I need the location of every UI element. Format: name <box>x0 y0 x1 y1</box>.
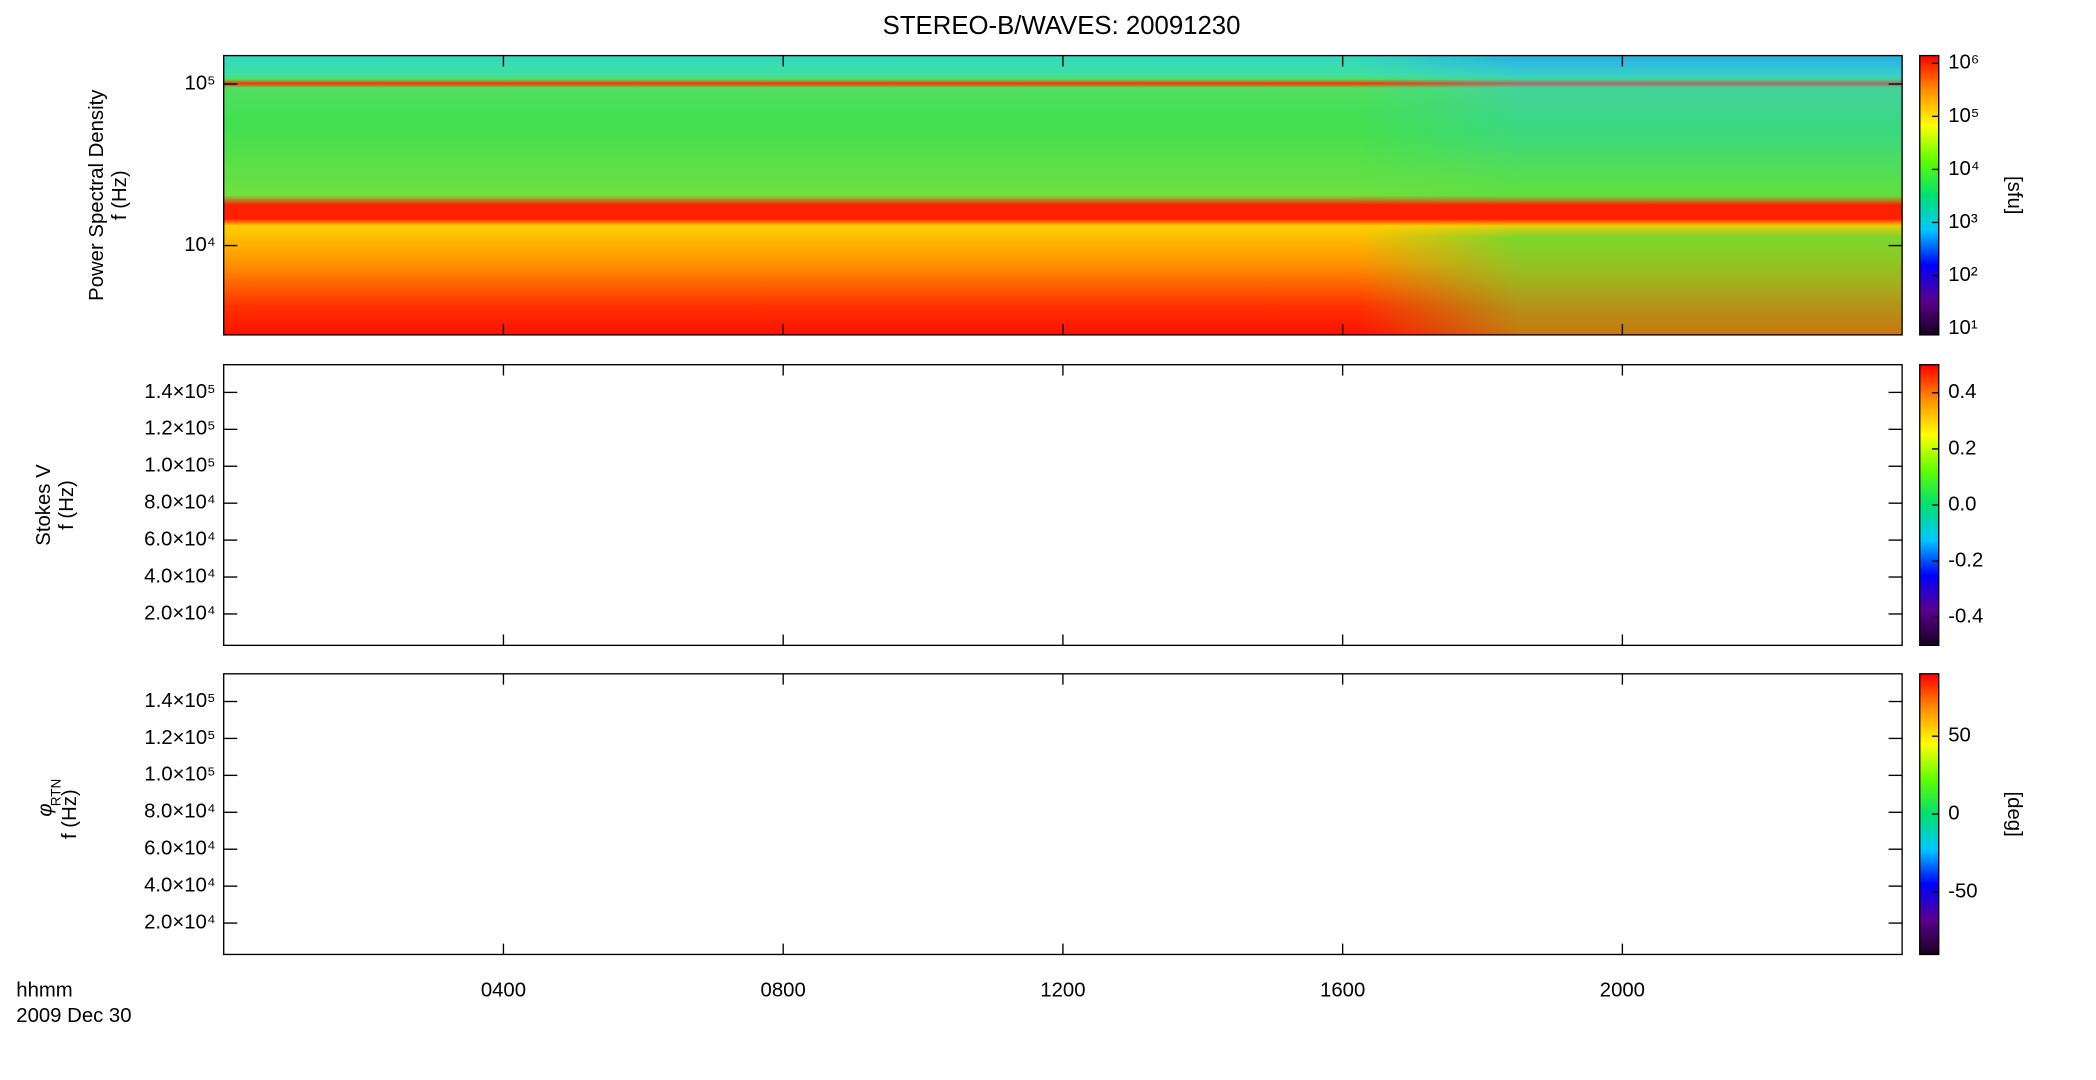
y-tick-label: 2.0×10⁴ <box>144 911 215 933</box>
colorbar-tick-label: 0 <box>1948 803 1959 825</box>
colorbar-tick-label: -50 <box>1948 880 1977 902</box>
y-tick-label: 6.0×10⁴ <box>144 528 215 550</box>
colorbar-tick-label: 0.4 <box>1948 381 1976 403</box>
colorbar-tick-label: -0.4 <box>1948 606 1983 628</box>
colorbar <box>1919 54 1940 336</box>
colorbar-tick-label: 10⁶ <box>1948 52 1979 74</box>
y-axis-label: Stokes V <box>33 464 55 546</box>
colorbar-tick-label: -0.2 <box>1948 550 1983 572</box>
spectrogram-shading <box>1355 55 1903 335</box>
y-tick-label: 2.0×10⁴ <box>144 602 215 624</box>
chart-title: STEREO-B/WAVES: 20091230 <box>883 12 1241 40</box>
y-axis-label: f (Hz) <box>109 170 131 220</box>
x-tick-label: 1200 <box>1040 979 1085 1001</box>
colorbar-tick-label: 10² <box>1948 264 1978 286</box>
colorbar-label: [deg] <box>2003 792 2025 837</box>
colorbar-tick-label: 10³ <box>1948 211 1978 233</box>
y-tick-label: 10⁵ <box>185 72 216 94</box>
y-tick-label: 4.0×10⁴ <box>144 565 215 587</box>
x-tick-label: 2000 <box>1600 979 1645 1001</box>
y-tick-label: 10⁴ <box>184 234 215 256</box>
x-tick-label: 1600 <box>1320 979 1365 1001</box>
x-axis-label: hhmm <box>16 979 72 1001</box>
y-tick-label: 1.0×10⁵ <box>144 455 215 477</box>
colorbar-tick-label: 10¹ <box>1948 317 1978 339</box>
y-tick-label: 1.4×10⁵ <box>144 381 215 403</box>
y-tick-label: 1.0×10⁵ <box>144 764 215 786</box>
y-tick-label: 4.0×10⁴ <box>144 875 215 897</box>
y-axis-symbol: φ <box>34 803 56 816</box>
y-axis-label: f (Hz) <box>56 480 78 530</box>
colorbar-tick-label: 0.0 <box>1948 493 1976 515</box>
y-tick-label: 8.0×10⁴ <box>144 492 215 514</box>
colorbar-tick-label: 10⁵ <box>1948 105 1979 127</box>
y-axis-label: Power Spectral Density <box>86 89 108 301</box>
y-axis-label: f (Hz) <box>59 789 81 839</box>
colorbar-label: [sfu] <box>2003 176 2025 214</box>
x-tick-label: 0800 <box>761 979 806 1001</box>
colorbar-tick-label: 0.2 <box>1948 437 1976 459</box>
y-tick-label: 6.0×10⁴ <box>144 838 215 860</box>
y-axis-subscript: RTN <box>49 779 64 807</box>
colorbar-tick-label: 10⁴ <box>1948 158 1979 180</box>
y-tick-label: 1.2×10⁵ <box>144 418 215 440</box>
colorbar-tick-label: 50 <box>1948 725 1971 747</box>
y-tick-label: 8.0×10⁴ <box>144 801 215 823</box>
y-tick-label: 1.2×10⁵ <box>144 727 215 749</box>
y-tick-label: 1.4×10⁵ <box>144 690 215 712</box>
x-tick-label: 0400 <box>481 979 526 1001</box>
date-label: 2009 Dec 30 <box>16 1005 131 1027</box>
